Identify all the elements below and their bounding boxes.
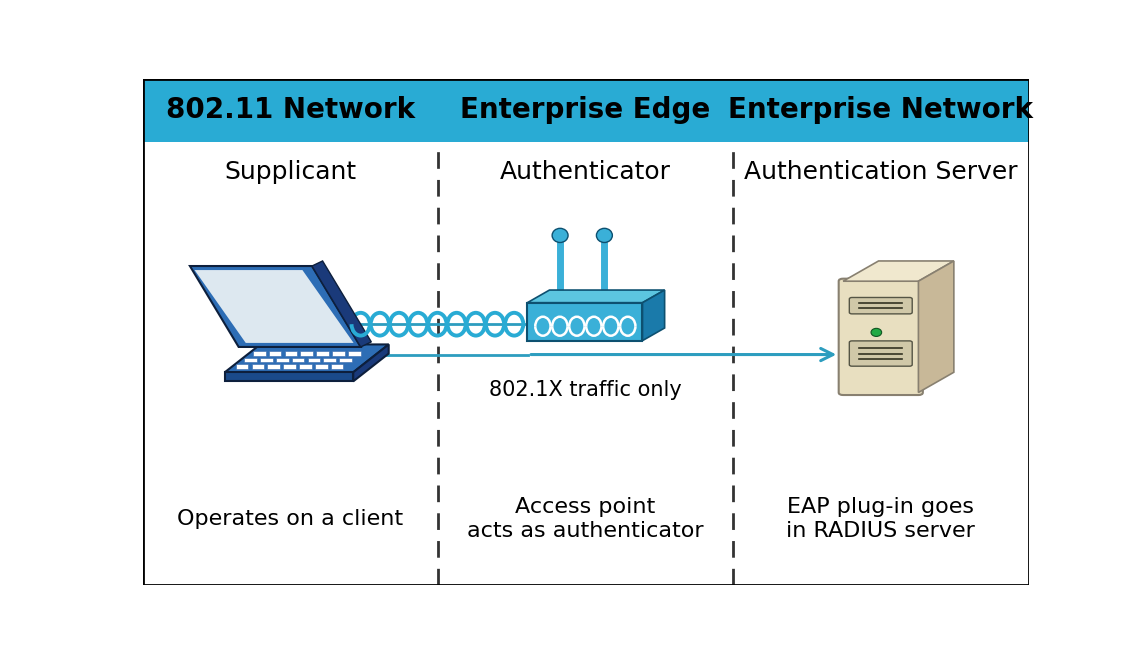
Ellipse shape <box>597 229 613 242</box>
Text: Operates on a client: Operates on a client <box>177 509 403 529</box>
Polygon shape <box>190 266 361 347</box>
Polygon shape <box>285 351 297 355</box>
Ellipse shape <box>871 328 881 336</box>
Polygon shape <box>330 365 343 369</box>
Text: EAP plug-in goes
in RADIUS server: EAP plug-in goes in RADIUS server <box>786 497 975 541</box>
Bar <box>527 303 642 340</box>
Ellipse shape <box>552 229 568 242</box>
Polygon shape <box>261 358 273 363</box>
Polygon shape <box>307 358 320 363</box>
Polygon shape <box>283 365 296 369</box>
FancyBboxPatch shape <box>839 279 922 395</box>
Text: Supplicant: Supplicant <box>224 160 357 185</box>
Polygon shape <box>225 344 389 373</box>
FancyBboxPatch shape <box>849 341 912 366</box>
Polygon shape <box>331 351 345 355</box>
Text: Enterprise Network: Enterprise Network <box>728 97 1033 124</box>
Polygon shape <box>275 358 289 363</box>
Polygon shape <box>339 358 352 363</box>
Polygon shape <box>225 373 353 381</box>
Polygon shape <box>844 261 954 281</box>
Polygon shape <box>251 365 264 369</box>
Text: Enterprise Edge: Enterprise Edge <box>461 97 711 124</box>
Polygon shape <box>353 344 389 381</box>
Polygon shape <box>317 351 329 355</box>
Polygon shape <box>235 365 248 369</box>
Polygon shape <box>299 365 312 369</box>
Bar <box>143 79 1029 142</box>
Polygon shape <box>291 358 304 363</box>
Polygon shape <box>267 365 280 369</box>
Polygon shape <box>314 365 328 369</box>
Polygon shape <box>194 270 353 343</box>
Text: Authentication Server: Authentication Server <box>744 160 1017 185</box>
FancyBboxPatch shape <box>849 298 912 314</box>
Polygon shape <box>323 358 336 363</box>
Text: 802.11 Network: 802.11 Network <box>166 97 415 124</box>
Polygon shape <box>919 261 954 392</box>
Polygon shape <box>245 358 257 363</box>
Text: 802.1X traffic only: 802.1X traffic only <box>488 380 681 400</box>
Text: Access point
acts as authenticator: Access point acts as authenticator <box>467 497 704 541</box>
Polygon shape <box>269 351 281 355</box>
Polygon shape <box>312 261 371 347</box>
Polygon shape <box>527 290 664 303</box>
Polygon shape <box>642 290 664 340</box>
Polygon shape <box>253 351 265 355</box>
Text: Authenticator: Authenticator <box>499 160 671 185</box>
Polygon shape <box>301 351 313 355</box>
Polygon shape <box>347 351 360 355</box>
